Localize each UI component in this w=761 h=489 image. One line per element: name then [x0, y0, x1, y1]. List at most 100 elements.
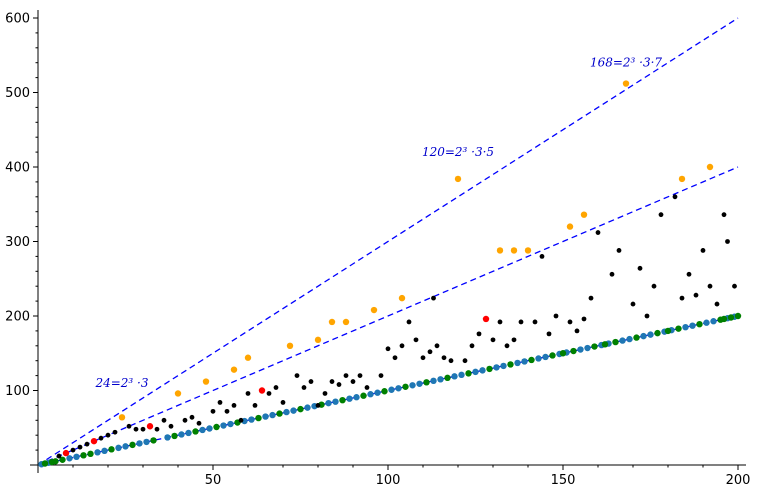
- data-point: [496, 247, 504, 254]
- y-tick-label: 400: [5, 161, 30, 176]
- data-point: [59, 456, 66, 463]
- data-point: [703, 319, 710, 326]
- data-point: [364, 385, 370, 390]
- data-point: [706, 163, 714, 171]
- data-point: [231, 403, 237, 408]
- data-point: [588, 295, 594, 301]
- data-point: [622, 80, 630, 87]
- data-point: [304, 404, 311, 411]
- data-point: [101, 447, 108, 455]
- data-point: [168, 423, 174, 429]
- data-point: [581, 316, 587, 322]
- data-point: [686, 271, 692, 277]
- data-point: [385, 346, 391, 352]
- data-point: [539, 254, 545, 259]
- data-point: [329, 379, 335, 384]
- data-point: [546, 331, 552, 337]
- data-point: [693, 292, 699, 298]
- data-point: [595, 230, 601, 235]
- data-point: [612, 338, 619, 346]
- data-point: [486, 365, 493, 373]
- data-point: [644, 313, 650, 319]
- data-point: [118, 414, 126, 421]
- y-tick-label: 100: [5, 384, 30, 399]
- data-point: [262, 413, 269, 420]
- data-point: [566, 223, 574, 230]
- reference-line: [37, 17, 739, 466]
- data-point: [430, 377, 437, 385]
- data-point: [518, 319, 524, 325]
- data-point: [420, 355, 426, 361]
- data-point: [199, 426, 206, 434]
- data-point: [255, 414, 262, 422]
- data-point: [413, 337, 419, 343]
- data-point: [574, 328, 580, 334]
- data-point: [290, 407, 297, 414]
- reference-line: [37, 166, 739, 466]
- y-tick-label: 500: [5, 86, 30, 101]
- data-point: [619, 337, 626, 344]
- x-tick-label: 200: [726, 473, 751, 488]
- data-point: [77, 444, 83, 450]
- data-point: [248, 416, 255, 423]
- data-point: [647, 331, 654, 338]
- data-points: [38, 80, 742, 468]
- data-point: [196, 420, 202, 426]
- data-point: [308, 379, 314, 384]
- data-point: [346, 395, 353, 402]
- data-point: [507, 361, 514, 368]
- data-point: [678, 175, 686, 183]
- data-point: [332, 398, 339, 405]
- data-point: [87, 450, 94, 458]
- data-point: [532, 319, 538, 325]
- annotation-label: 24=2³ ·3: [94, 376, 148, 390]
- data-point: [640, 332, 647, 340]
- data-point: [476, 331, 482, 337]
- data-point: [549, 352, 556, 359]
- data-point: [224, 408, 230, 414]
- data-point: [497, 319, 503, 325]
- data-point: [269, 411, 276, 419]
- data-point: [689, 322, 696, 329]
- data-point: [41, 460, 49, 467]
- data-point: [213, 423, 220, 431]
- data-point: [328, 318, 336, 326]
- data-point: [416, 380, 423, 387]
- data-point: [294, 373, 300, 378]
- axes: 50 100 150 200 100 200 300 400 500 600: [5, 10, 750, 488]
- data-point: [370, 306, 378, 314]
- y-tick-label: 300: [5, 235, 30, 250]
- data-point: [577, 346, 584, 353]
- data-point: [108, 446, 115, 453]
- data-point: [392, 355, 398, 361]
- data-point: [630, 301, 636, 307]
- data-point: [601, 341, 609, 348]
- data-point: [94, 449, 101, 456]
- data-point: [651, 283, 657, 289]
- data-point: [514, 359, 521, 367]
- data-point: [140, 426, 146, 432]
- data-point: [637, 265, 643, 271]
- reference-lines: [37, 17, 739, 466]
- data-point: [406, 319, 412, 325]
- data-point: [434, 343, 440, 349]
- data-point: [493, 364, 500, 371]
- data-point: [84, 441, 90, 447]
- data-point: [511, 337, 517, 343]
- data-point: [472, 368, 479, 376]
- data-point: [437, 376, 444, 383]
- data-point: [427, 349, 433, 355]
- data-point: [238, 417, 244, 423]
- data-point: [98, 435, 104, 441]
- data-point: [129, 441, 136, 449]
- data-point: [258, 387, 266, 394]
- data-point: [633, 334, 640, 341]
- data-point: [553, 313, 559, 319]
- data-point: [402, 383, 409, 390]
- data-point: [206, 425, 213, 432]
- data-point: [700, 248, 706, 253]
- data-point: [591, 343, 598, 350]
- data-point: [244, 354, 252, 361]
- data-point: [322, 391, 328, 396]
- data-point: [189, 414, 195, 420]
